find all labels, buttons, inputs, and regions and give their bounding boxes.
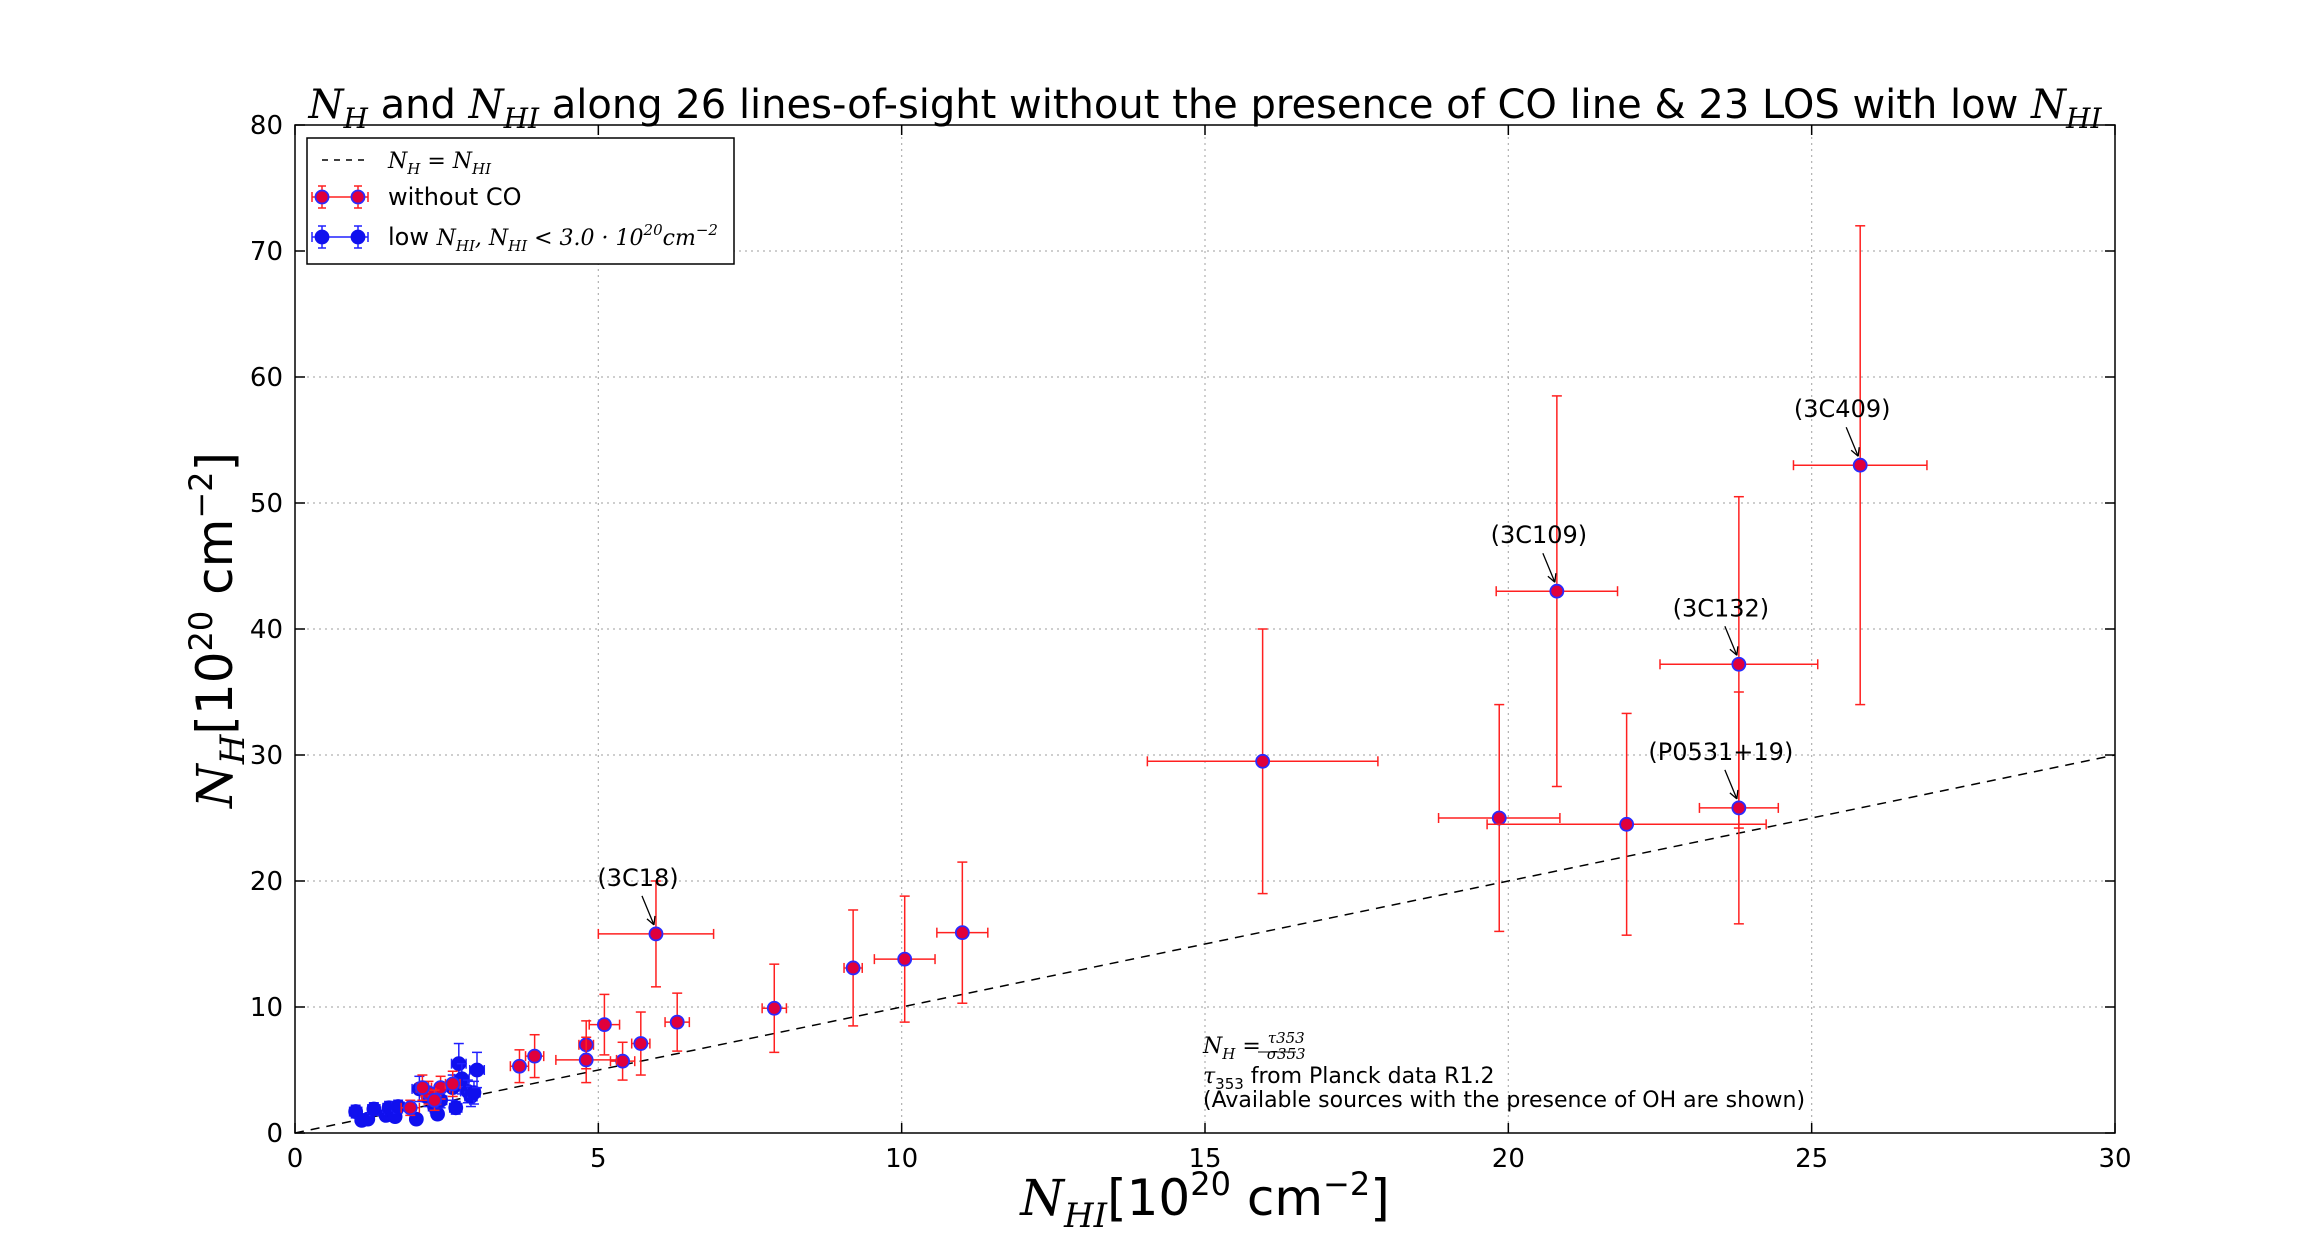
data-point <box>1731 800 1747 816</box>
x-tick-label: 30 <box>2098 1144 2131 1174</box>
data-point <box>615 1053 630 1069</box>
method-note: NH = τ353 σ353 τ353 from Planck data R1.2… <box>1202 1029 1805 1113</box>
data-point <box>1549 583 1565 599</box>
data-point <box>414 1080 430 1096</box>
y-axis-label: NH[1020 cm−2] <box>182 452 253 809</box>
data-point <box>448 1100 464 1116</box>
data-point <box>1731 656 1747 672</box>
data-point <box>366 1101 382 1117</box>
legend-swatch-without-co <box>311 185 369 209</box>
data-point <box>1619 816 1635 832</box>
data-point <box>766 1000 782 1016</box>
swatch-marker <box>350 189 366 205</box>
y-tick-label: 10 <box>250 993 283 1023</box>
method-note-line3: (Available sources with the presence of … <box>1203 1088 1805 1113</box>
data-point <box>845 960 861 976</box>
y-tick-label: 70 <box>250 237 283 267</box>
point-label: (P0531+19) <box>1648 738 1793 766</box>
point-label: (3C18) <box>597 864 678 892</box>
y-tick-label: 80 <box>250 111 283 141</box>
series-group <box>400 225 1928 1117</box>
y-tick-label: 30 <box>250 741 283 771</box>
point-label: (3C132) <box>1673 594 1770 622</box>
data-point <box>1491 810 1507 826</box>
x-axis-label: NHI[1020 cm−2] <box>1019 1165 1389 1236</box>
data-series <box>348 225 1928 1128</box>
label-arrow <box>1724 769 1738 800</box>
data-point <box>578 1052 594 1068</box>
label-arrow <box>641 895 655 926</box>
data-point <box>527 1048 543 1064</box>
label-arrow <box>1845 426 1859 457</box>
y-tick-label: 20 <box>250 867 283 897</box>
label-arrow-head <box>1729 646 1739 656</box>
y-tick-label: 0 <box>266 1119 283 1149</box>
data-point <box>430 1106 445 1122</box>
data-point <box>897 951 913 967</box>
data-point <box>427 1092 442 1108</box>
plot-frame <box>294 124 2116 1134</box>
legend-label-without-co: without CO <box>388 183 522 211</box>
data-point <box>1255 753 1271 769</box>
data-point <box>402 1100 418 1116</box>
swatch-marker <box>314 229 330 245</box>
data-point <box>466 1085 482 1101</box>
legend-label-line: NH = NHI <box>387 149 492 178</box>
legend-swatch-low-nhi <box>311 225 369 249</box>
method-note-formula: NH = τ353 σ353 <box>1202 1029 1306 1063</box>
x-tick-label: 20 <box>1492 1144 1525 1174</box>
data-point <box>669 1014 685 1030</box>
legend: NH = NHI without CO low NHI, NHI < 3.0 ·… <box>306 137 735 265</box>
data-point <box>597 1017 612 1033</box>
chart-title: NH and NHI along 26 lines-of-sight witho… <box>307 82 2102 135</box>
label-arrow-head <box>1547 573 1557 583</box>
point-label: (3C409) <box>1794 395 1891 423</box>
data-point <box>390 1099 406 1114</box>
x-tick-label: 0 <box>287 1144 304 1174</box>
label-arrow <box>1542 552 1556 583</box>
swatch-marker <box>314 189 330 205</box>
axes: 0 5 10 15 20 25 30 0 10 20 30 40 50 60 70 80 <box>250 111 2132 1174</box>
x-tick-label: 25 <box>1795 1144 1828 1174</box>
reference-line <box>294 754 2116 1134</box>
label-arrow <box>1724 626 1738 656</box>
x-tick-label: 10 <box>885 1144 918 1174</box>
x-tick-label: 15 <box>1188 1144 1221 1174</box>
reference-line-layer <box>294 754 2116 1134</box>
x-tick-label: 5 <box>590 1144 607 1174</box>
y-tick-label: 50 <box>250 489 283 519</box>
point-label: (3C109) <box>1491 521 1588 549</box>
data-point <box>648 926 664 942</box>
legend-frame <box>306 137 735 265</box>
data-point <box>1852 457 1868 473</box>
point-annotations: (3C409) (3C109) (3C132) (P0531+19) (3C18) <box>597 395 1891 926</box>
y-tick-label: 40 <box>250 615 283 645</box>
data-point <box>512 1058 527 1074</box>
label-arrow-head <box>1729 789 1739 800</box>
label-arrow-head <box>646 915 656 926</box>
swatch-marker <box>350 229 366 245</box>
data-point <box>445 1076 461 1092</box>
data-point <box>954 925 970 941</box>
label-arrow-head <box>1850 447 1860 457</box>
y-tick-label: 60 <box>250 363 283 393</box>
legend-label-low-nhi: low NHI, NHI < 3.0 · 1020cm−2 <box>388 221 718 255</box>
data-point <box>469 1062 485 1078</box>
data-point <box>633 1036 649 1051</box>
method-note-line2: τ353 from Planck data R1.2 <box>1203 1064 1494 1093</box>
